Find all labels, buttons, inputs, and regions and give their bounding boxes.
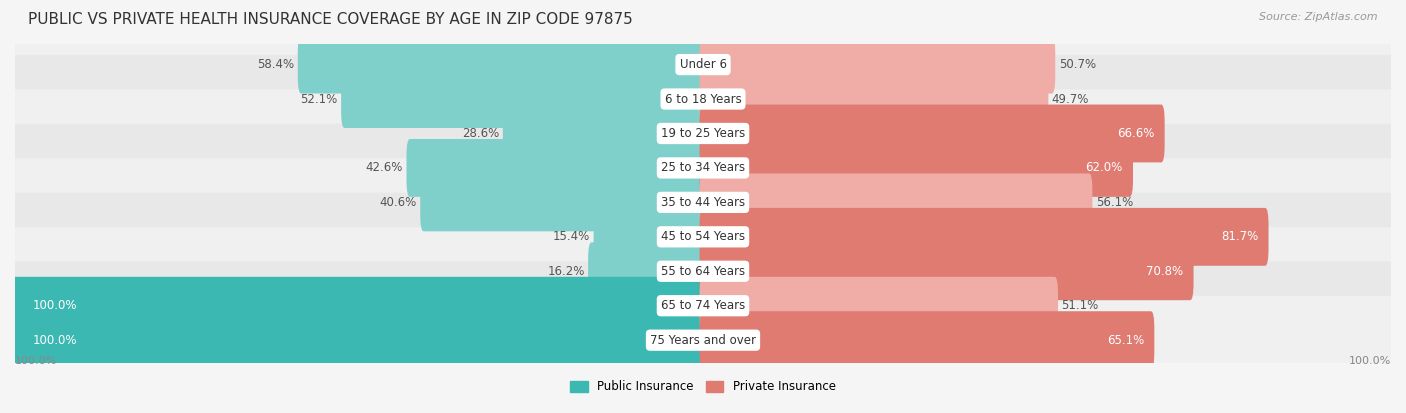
Text: 6 to 18 Years: 6 to 18 Years xyxy=(665,93,741,106)
FancyBboxPatch shape xyxy=(10,89,1396,178)
Text: 45 to 54 Years: 45 to 54 Years xyxy=(661,230,745,243)
FancyBboxPatch shape xyxy=(10,158,1396,247)
Text: Source: ZipAtlas.com: Source: ZipAtlas.com xyxy=(1260,12,1378,22)
Text: 50.7%: 50.7% xyxy=(1059,58,1095,71)
Text: Under 6: Under 6 xyxy=(679,58,727,71)
Text: 100.0%: 100.0% xyxy=(32,299,77,312)
FancyBboxPatch shape xyxy=(700,70,1049,128)
FancyBboxPatch shape xyxy=(700,36,1056,93)
FancyBboxPatch shape xyxy=(10,296,1396,384)
FancyBboxPatch shape xyxy=(700,104,1164,162)
FancyBboxPatch shape xyxy=(700,277,1057,335)
Text: 65.1%: 65.1% xyxy=(1107,334,1144,347)
FancyBboxPatch shape xyxy=(700,208,1268,266)
FancyBboxPatch shape xyxy=(10,124,1396,212)
Text: 19 to 25 Years: 19 to 25 Years xyxy=(661,127,745,140)
Text: 66.6%: 66.6% xyxy=(1116,127,1154,140)
FancyBboxPatch shape xyxy=(10,21,1396,109)
FancyBboxPatch shape xyxy=(700,311,1154,369)
FancyBboxPatch shape xyxy=(406,139,706,197)
Text: 52.1%: 52.1% xyxy=(301,93,337,106)
Text: 100.0%: 100.0% xyxy=(1348,356,1391,366)
Text: 62.0%: 62.0% xyxy=(1085,161,1122,174)
FancyBboxPatch shape xyxy=(588,242,706,300)
FancyBboxPatch shape xyxy=(700,173,1092,231)
Text: 51.1%: 51.1% xyxy=(1062,299,1098,312)
FancyBboxPatch shape xyxy=(11,277,706,335)
Text: 55 to 64 Years: 55 to 64 Years xyxy=(661,265,745,278)
FancyBboxPatch shape xyxy=(11,311,706,369)
Text: 15.4%: 15.4% xyxy=(553,230,591,243)
Text: 81.7%: 81.7% xyxy=(1220,230,1258,243)
Text: 40.6%: 40.6% xyxy=(380,196,416,209)
Legend: Public Insurance, Private Insurance: Public Insurance, Private Insurance xyxy=(565,376,841,398)
FancyBboxPatch shape xyxy=(342,70,706,128)
Text: 100.0%: 100.0% xyxy=(32,334,77,347)
Text: 28.6%: 28.6% xyxy=(463,127,499,140)
Text: 49.7%: 49.7% xyxy=(1052,93,1090,106)
Text: 16.2%: 16.2% xyxy=(547,265,585,278)
Text: PUBLIC VS PRIVATE HEALTH INSURANCE COVERAGE BY AGE IN ZIP CODE 97875: PUBLIC VS PRIVATE HEALTH INSURANCE COVER… xyxy=(28,12,633,27)
FancyBboxPatch shape xyxy=(700,242,1194,300)
Text: 100.0%: 100.0% xyxy=(15,356,58,366)
Text: 65 to 74 Years: 65 to 74 Years xyxy=(661,299,745,312)
FancyBboxPatch shape xyxy=(420,173,706,231)
Text: 56.1%: 56.1% xyxy=(1095,196,1133,209)
FancyBboxPatch shape xyxy=(593,208,706,266)
FancyBboxPatch shape xyxy=(298,36,706,93)
FancyBboxPatch shape xyxy=(10,55,1396,143)
FancyBboxPatch shape xyxy=(10,193,1396,281)
FancyBboxPatch shape xyxy=(10,261,1396,350)
FancyBboxPatch shape xyxy=(503,104,706,162)
Text: 35 to 44 Years: 35 to 44 Years xyxy=(661,196,745,209)
Text: 25 to 34 Years: 25 to 34 Years xyxy=(661,161,745,174)
Text: 42.6%: 42.6% xyxy=(366,161,404,174)
Text: 70.8%: 70.8% xyxy=(1146,265,1184,278)
FancyBboxPatch shape xyxy=(10,227,1396,316)
Text: 58.4%: 58.4% xyxy=(257,58,294,71)
Text: 75 Years and over: 75 Years and over xyxy=(650,334,756,347)
FancyBboxPatch shape xyxy=(700,139,1133,197)
